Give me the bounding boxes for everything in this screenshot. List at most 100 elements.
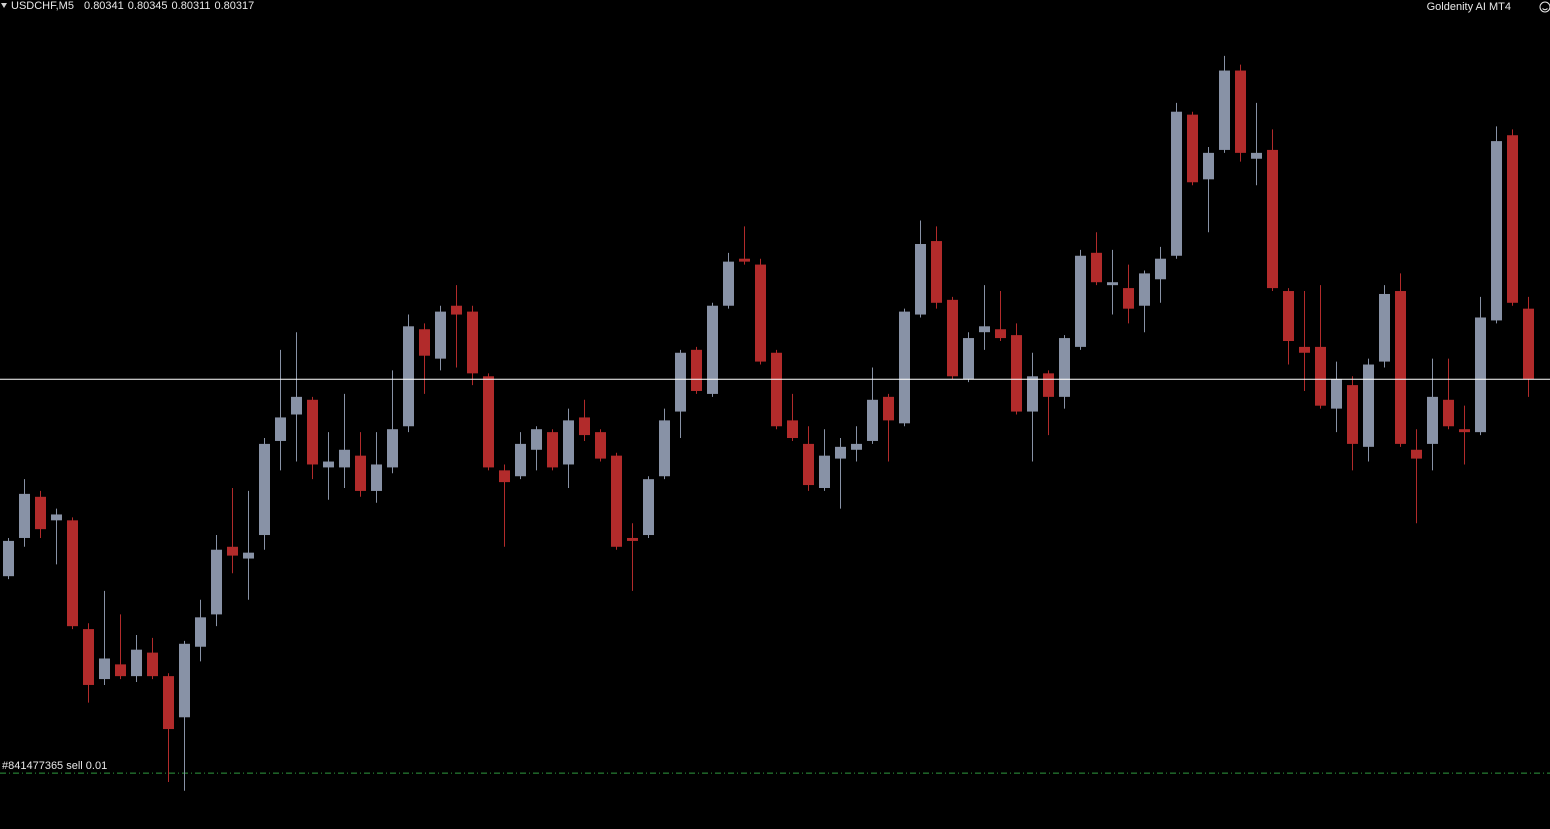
candle-body-down (1443, 399, 1454, 427)
candle-body-up (819, 455, 830, 488)
menu-arrow[interactable] (1, 3, 7, 8)
candle-body-up (723, 261, 734, 306)
candle-body-down (1011, 335, 1022, 412)
chart-header: USDCHF,M5 0.80341 0.80345 0.80311 0.80317 (11, 0, 254, 12)
candle-body-down (1299, 346, 1310, 353)
candle-body-down (467, 311, 478, 374)
candle-body-down (579, 417, 590, 436)
candle-body-down (147, 652, 158, 677)
candle-body-up (259, 443, 270, 536)
candle-body-up (19, 493, 30, 538)
candle-body-down (1315, 346, 1326, 406)
candle-body-up (1427, 396, 1438, 444)
candle-body-down (691, 349, 702, 391)
candle-body-up (643, 479, 654, 536)
candle-body-down (771, 352, 782, 427)
candle-body-up (1059, 338, 1070, 397)
candle-body-up (1251, 152, 1262, 159)
candle-body-up (243, 552, 254, 559)
header-price: 0.80317 (215, 0, 255, 12)
order-label: #841477365 sell 0.01 (2, 760, 107, 772)
candle-body-down (483, 376, 494, 468)
candle-body-up (915, 243, 926, 315)
candle-body-down (995, 329, 1006, 339)
candle-body-down (1283, 291, 1294, 342)
candle-body-down (35, 496, 46, 530)
candle-body-down (499, 470, 510, 483)
candle-body-up (1155, 258, 1166, 280)
candle-body-down (883, 396, 894, 421)
candle-body-down (1347, 385, 1358, 444)
candle-body-down (115, 664, 126, 677)
candle-body-up (195, 617, 206, 647)
candle-body-up (531, 429, 542, 450)
expert-name: Goldenity AI MT4 (1427, 1, 1511, 13)
candle-body-up (675, 352, 686, 412)
candle-body-down (1459, 429, 1470, 433)
candle-body-down (1043, 373, 1054, 397)
header-price: 0.80311 (172, 0, 211, 12)
candle-body-up (403, 326, 414, 427)
candle-body-up (867, 399, 878, 441)
candle-body-down (163, 676, 174, 730)
candle-body-down (595, 432, 606, 459)
candle-body-up (339, 449, 350, 468)
candle-body-up (275, 417, 286, 441)
candle-body-up (1363, 364, 1374, 447)
candle-body-down (1091, 252, 1102, 283)
candle-body-down (627, 537, 638, 541)
candle-body-up (899, 311, 910, 424)
candle-body-down (1523, 308, 1534, 380)
candle-body-up (131, 649, 142, 677)
candle-body-down (947, 299, 958, 377)
candle-body-up (387, 429, 398, 468)
candle-body-up (3, 540, 14, 577)
candle-body-down (931, 241, 942, 303)
candle-body-up (979, 326, 990, 333)
candle-body-up (1331, 379, 1342, 409)
candle-body-up (563, 420, 574, 465)
header-price: 0.80345 (128, 0, 168, 12)
candle-body-up (659, 420, 670, 477)
expert-icon[interactable] (1539, 1, 1550, 13)
candle-body-up (515, 443, 526, 477)
candle-body-down (1267, 149, 1278, 289)
candle-body-up (1107, 282, 1118, 286)
candle-body-down (1395, 291, 1406, 444)
candle-body-down (1123, 288, 1134, 309)
candle-body-up (291, 396, 302, 415)
candle-body-down (67, 520, 78, 627)
candle-body-up (435, 311, 446, 359)
candle-body-up (99, 658, 110, 680)
candle-body-up (211, 549, 222, 615)
candle-body-up (1379, 293, 1390, 362)
candle-body-down (787, 420, 798, 439)
candle-body-up (1027, 376, 1038, 412)
candle-body-up (1075, 255, 1086, 347)
candle-body-up (1139, 273, 1150, 306)
candle-body-up (323, 461, 334, 468)
candle-body-down (803, 443, 814, 486)
candle-body-down (611, 455, 622, 547)
candle-body-up (851, 443, 862, 450)
candle-body-down (755, 264, 766, 362)
candle-body-down (1411, 449, 1422, 459)
candle-body-down (307, 399, 318, 465)
candle-body-up (1475, 317, 1486, 433)
candle-body-up (51, 514, 62, 521)
candle-body-up (835, 446, 846, 459)
symbol: USDCHF,M5 (11, 0, 74, 12)
candle-body-down (1507, 135, 1518, 303)
candle-body-up (371, 464, 382, 491)
candle-body-down (451, 305, 462, 315)
candle-body-up (963, 338, 974, 380)
candle-body-down (83, 629, 94, 685)
candle-body-down (739, 258, 750, 262)
candle-body-down (547, 432, 558, 468)
candle-body-up (707, 305, 718, 394)
candle-body-up (1219, 70, 1230, 150)
candle-body-down (419, 329, 430, 356)
candle-body-down (355, 455, 366, 491)
candle-body-down (1235, 70, 1246, 153)
